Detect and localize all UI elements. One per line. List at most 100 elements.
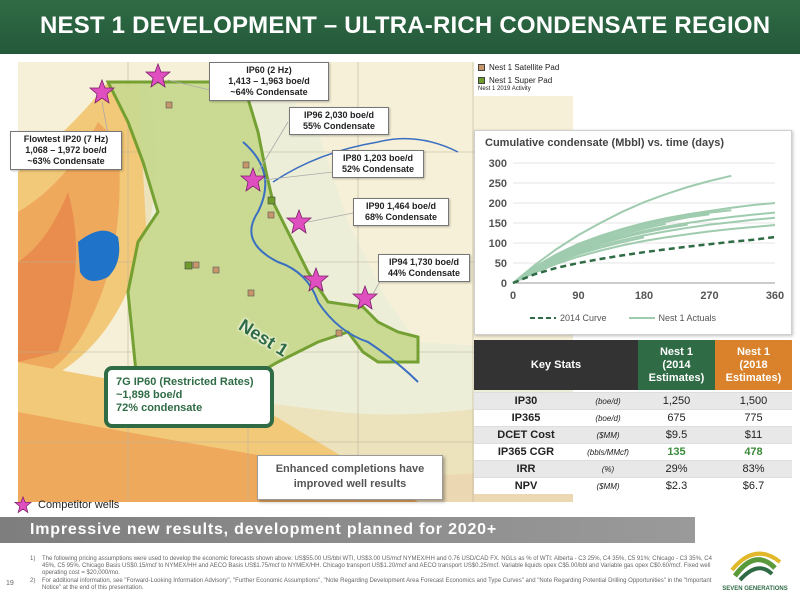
stat-2014-value: $2.3 xyxy=(665,480,688,492)
restricted-line3: 72% condensate xyxy=(116,402,203,414)
actual-well-line xyxy=(512,222,667,284)
stat-2014-value: 1,250 xyxy=(662,395,691,407)
actual-well-line xyxy=(512,223,688,284)
stats-header-2014: Nest 1 (2014 Estimates) xyxy=(638,340,715,390)
competitor-wells xyxy=(88,62,379,310)
stats-row: IP30 (boe/d) 1,250 1,500 xyxy=(474,392,792,409)
condensate-chart: Cumulative condensate (Mbbl) vs. time (d… xyxy=(474,130,792,335)
chart-title: Cumulative condensate (Mbbl) vs. time (d… xyxy=(485,137,724,149)
callout-ip90: IP90 1,464 boe/d 68% Condensate xyxy=(353,198,449,226)
key-stats-table: Key Stats Nest 1 (2014 Estimates) Nest 1… xyxy=(474,340,792,495)
stat-2018-value: 1,500 xyxy=(739,395,768,407)
stat-name: DCET Cost xyxy=(497,429,555,441)
chart-legend: 2014 Curve Nest 1 Actuals xyxy=(530,313,738,323)
y-tick-label: 150 xyxy=(489,218,507,230)
legend-super-pad: Nest 1 Super Pad xyxy=(478,75,574,86)
enhanced-completions-note: Enhanced completions have improved well … xyxy=(257,455,443,500)
stats-row: IP365 (boe/d) 675 775 xyxy=(474,409,792,426)
y-tick-label: 50 xyxy=(495,258,507,270)
y-tick-label: 250 xyxy=(489,178,507,190)
footnote-2: 2) For additional information, see "Forw… xyxy=(30,578,715,592)
solid-line-icon xyxy=(628,317,655,319)
stat-unit: (boe/d) xyxy=(595,396,621,406)
footnotes: 1) The following pricing assumptions wer… xyxy=(30,556,715,593)
stat-name: NPV xyxy=(514,480,538,492)
curve-2014-line xyxy=(512,235,776,285)
legend-activity: Nest 1 2019 Activity xyxy=(478,86,531,92)
nest1-area xyxy=(105,80,420,404)
restricted-line1: 7G IP60 (Restricted Rates) xyxy=(116,376,254,388)
actual-well-line xyxy=(512,209,732,284)
footnote-number: 2) xyxy=(30,578,36,584)
stat-unit: (bbls/MMcf) xyxy=(587,447,629,457)
stats-row: IP365 CGR (bbls/MMcf) 135 478 xyxy=(474,443,792,460)
actual-well-line xyxy=(512,216,776,284)
restricted-rates-box: 7G IP60 (Restricted Rates) ~1,898 boe/d … xyxy=(104,366,274,428)
stat-name: IP365 CGR xyxy=(497,446,555,458)
y-tick-label: 0 xyxy=(501,278,507,290)
x-tick-label: 90 xyxy=(572,290,584,302)
company-logo: SEVEN GENERATIONS xyxy=(720,548,790,596)
legend-label: Nest 1 Actuals xyxy=(658,313,717,323)
callout-ip60: IP60 (2 Hz) 1,413 – 1,963 boe/d ~64% Con… xyxy=(209,62,329,101)
stats-header-2018: Nest 1 (2018 Estimates) xyxy=(715,340,792,390)
y-tick-label: 100 xyxy=(489,238,507,250)
footnote-text: The following pricing assumptions were u… xyxy=(42,556,712,576)
satellite-pads xyxy=(165,101,343,337)
callout-ip94: IP94 1,730 boe/d 44% Condensate xyxy=(378,254,470,282)
map-legend: Nest 1 Satellite Pad Nest 1 Super Pad Ne… xyxy=(474,60,574,96)
callout-flowtest: Flowtest IP20 (7 Hz) 1,068 – 1,972 boe/d… xyxy=(10,131,122,170)
stat-2018-value: $6.7 xyxy=(742,480,765,492)
callout-ip96: IP96 2,030 boe/d 55% Condensate xyxy=(289,107,389,135)
logo-text: SEVEN GENERATIONS xyxy=(722,586,788,592)
legend-nest1-actuals: Nest 1 Actuals xyxy=(628,313,717,323)
competitor-label: Competitor wells xyxy=(38,499,120,511)
y-tick-label: 300 xyxy=(489,158,507,170)
legend-2014-curve: 2014 Curve xyxy=(530,313,607,323)
stats-row: IRR (%) 29% 83% xyxy=(474,460,792,477)
enhanced-line2: improved well results xyxy=(293,478,407,490)
x-tick-label: 180 xyxy=(635,290,653,302)
x-tick-label: 270 xyxy=(700,290,718,302)
footnote-number: 1) xyxy=(30,556,36,562)
x-tick-label: 0 xyxy=(510,290,516,302)
summary-banner: Impressive new results, development plan… xyxy=(0,517,695,543)
stat-2018-value: 478 xyxy=(744,446,763,458)
satellite-pad-swatch xyxy=(478,64,485,71)
page-title: NEST 1 DEVELOPMENT – ULTRA-RICH CONDENSA… xyxy=(40,12,771,39)
legend-label: Nest 1 Satellite Pad xyxy=(489,63,560,72)
chart-plot: 0 50 100 150 200 250 300 0 90 180 270 360 xyxy=(489,158,785,302)
stat-2014-value: 135 xyxy=(667,446,686,458)
stat-unit: ($MM) xyxy=(596,430,620,440)
callout-ip80: IP80 1,203 boe/d 52% Condensate xyxy=(332,150,424,178)
river xyxy=(242,141,419,383)
dashed-line-icon xyxy=(530,317,556,319)
stat-unit: ($MM) xyxy=(596,481,620,491)
footnote-1: 1) The following pricing assumptions wer… xyxy=(30,556,715,577)
page-number: 19 xyxy=(6,580,14,587)
enhanced-line1: Enhanced completions have xyxy=(275,463,425,475)
stat-unit: (%) xyxy=(601,464,615,474)
legend-label: 2014 Curve xyxy=(560,313,607,323)
stats-header-label: Key Stats xyxy=(474,340,638,390)
lake xyxy=(78,230,120,281)
actual-well-line xyxy=(512,224,776,284)
stat-unit: (boe/d) xyxy=(595,413,621,423)
y-tick-label: 200 xyxy=(489,198,507,210)
actual-well-line xyxy=(512,236,645,284)
stat-name: IP365 xyxy=(511,412,541,424)
stat-2018-value: $11 xyxy=(744,429,763,441)
competitor-legend: Competitor wells xyxy=(14,496,119,514)
restricted-line2: ~1,898 boe/d xyxy=(116,389,183,401)
stat-name: IRR xyxy=(516,463,536,475)
stat-2014-value: 29% xyxy=(665,463,688,475)
stat-2018-value: 83% xyxy=(742,463,765,475)
stat-2014-value: $9.5 xyxy=(665,429,688,441)
stats-row: NPV ($MM) $2.3 $6.7 xyxy=(474,477,792,494)
super-pad-swatch xyxy=(478,77,485,84)
star-icon xyxy=(14,496,32,514)
logo-icon xyxy=(730,551,782,582)
banner-text: Impressive new results, development plan… xyxy=(30,521,498,538)
x-tick-label: 360 xyxy=(766,290,784,302)
stats-header: Key Stats Nest 1 (2014 Estimates) Nest 1… xyxy=(474,340,792,390)
